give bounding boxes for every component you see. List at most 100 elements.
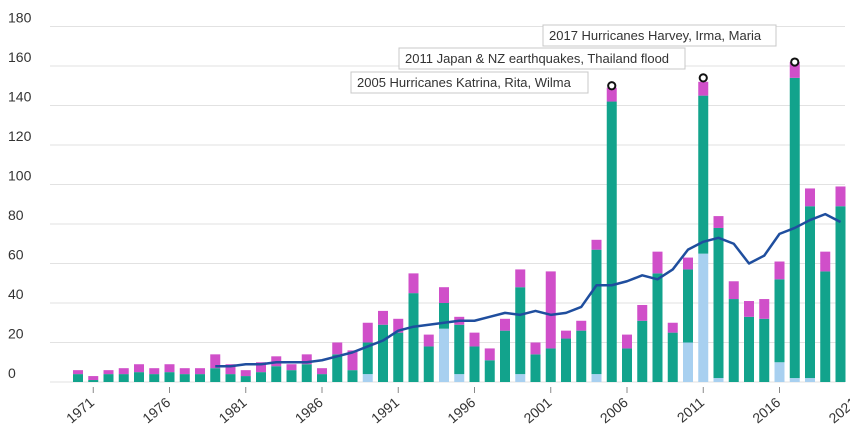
bar-segment-1994-s0	[439, 328, 449, 383]
y-tick-label: 80	[8, 207, 24, 223]
bar-segment-1990-s1	[378, 324, 388, 383]
bar-segment-1973-s2	[118, 368, 129, 375]
bar-segment-1984-s2	[286, 364, 297, 371]
bar-segment-1989-s0	[362, 374, 373, 382]
bar-segment-1975-s1	[149, 374, 160, 382]
bar-segment-1991-s1	[393, 332, 404, 383]
y-tick-label: 20	[8, 326, 24, 342]
bar-segment-2016-s0	[774, 362, 785, 382]
bar-segment-1978-s2	[195, 368, 205, 375]
bar-segment-1996-s2	[469, 332, 480, 347]
bar-segment-1988-s1	[347, 370, 358, 382]
bar-segment-1987-s1	[332, 354, 343, 382]
bar-segment-1995-s0	[454, 374, 465, 382]
y-tick-label: 180	[8, 10, 32, 26]
bar-segment-2010-s2	[683, 257, 693, 270]
bar-segment-1996-s1	[469, 346, 480, 382]
x-tick-label: 1981	[216, 394, 250, 426]
bar-segment-1979-s1	[210, 368, 221, 383]
bar-segment-2019-s1	[820, 271, 831, 382]
bar-segment-1983-s1	[271, 366, 282, 382]
annotation-label: 2011 Japan & NZ earthquakes, Thailand fl…	[405, 51, 669, 66]
bar-segment-1981-s2	[240, 370, 251, 377]
annotation-box	[542, 24, 777, 47]
bar-segment-2017-s0	[789, 378, 800, 382]
bar-segment-2014-s2	[744, 301, 754, 317]
bar-segment-1980-s2	[225, 364, 236, 375]
bar-segment-1978-s1	[195, 374, 205, 382]
bar-segment-1997-s1	[484, 360, 495, 382]
bar-segment-1986-s2	[317, 368, 327, 375]
x-tick-label: 2016	[749, 394, 783, 426]
bar-segment-2001-s2	[545, 271, 556, 349]
bar-segment-1971-s1	[88, 380, 99, 382]
annotation-marker	[790, 57, 800, 67]
bar-segment-1998-s2	[500, 318, 510, 331]
bar-segment-1988-s2	[347, 350, 358, 371]
bar-segment-1970-s2	[73, 370, 83, 375]
bar-segment-1970-s1	[73, 374, 83, 382]
bar-segment-2003-s2	[576, 320, 587, 331]
bar-segment-2012-s2	[713, 216, 724, 228]
bar-segment-1992-s1	[408, 293, 419, 383]
bar-segment-1987-s2	[332, 342, 343, 355]
x-tick-label: 1976	[139, 394, 173, 426]
bar-segment-2013-s1	[728, 299, 739, 382]
bar-segment-2002-s1	[561, 338, 571, 382]
bar-segment-2006-s2	[622, 334, 632, 349]
bar-segment-2017-s2	[789, 62, 800, 78]
annotation-label: 2017 Hurricanes Harvey, Irma, Maria	[549, 28, 762, 43]
bar-segment-1982-s1	[256, 372, 266, 383]
x-tick-label: 1986	[292, 394, 326, 426]
bar-segment-2004-s2	[591, 239, 602, 250]
bar-segment-2015-s2	[759, 299, 770, 319]
annotations: 2017 Hurricanes Harvey, Irma, Maria 2011 …	[350, 24, 800, 94]
y-tick-label: 140	[8, 89, 32, 105]
trend-line-group	[215, 212, 842, 368]
bar-segment-2000-s2	[530, 342, 541, 355]
x-axis: 1971 1976 1981 1986 1991 1996 2001 2006 2011 2016…	[63, 387, 850, 426]
bar-segment-1993-s2	[423, 334, 434, 347]
annotation-label: 2005 Hurricanes Katrina, Rita, Wilma	[357, 75, 572, 90]
bar-segment-2020-s1	[835, 206, 846, 382]
x-tick-label: 2011	[674, 394, 708, 426]
bar-segment-1994-s2	[439, 287, 449, 303]
bar-segment-1979-s2	[210, 354, 221, 369]
bar-segment-2019-s2	[820, 251, 831, 272]
bar-segment-2003-s1	[576, 330, 587, 382]
bar-segment-1975-s2	[149, 368, 160, 375]
x-tick-label: 1996	[444, 394, 478, 426]
annotation-marker	[607, 81, 617, 91]
y-tick-label: 60	[8, 247, 24, 263]
bar-segment-1972-s2	[103, 370, 114, 375]
bars	[73, 62, 846, 383]
bar-segment-2004-s1	[591, 249, 602, 375]
bar-segment-2013-s2	[728, 281, 739, 300]
bar-segment-2006-s1	[622, 348, 632, 383]
x-tick-label: 2006	[597, 394, 631, 426]
x-tick-label: 1991	[368, 394, 402, 426]
annotation-box	[350, 71, 589, 94]
bar-segment-2007-s2	[637, 304, 648, 321]
bar-segment-2004-s0	[591, 374, 602, 382]
bar-segment-1976-s2	[164, 364, 175, 373]
bar-segment-1998-s1	[500, 330, 510, 382]
bar-segment-2010-s1	[683, 269, 693, 343]
bar-segment-1999-s1	[515, 287, 526, 375]
y-tick-label: 100	[8, 168, 32, 184]
bar-segment-1984-s1	[286, 370, 297, 382]
bar-segment-2001-s1	[545, 348, 556, 383]
bar-segment-2016-s2	[774, 261, 785, 280]
bar-segment-2011-s2	[698, 81, 709, 96]
bar-segment-2002-s2	[561, 330, 571, 339]
y-tick-label: 0	[8, 365, 16, 381]
annotation-marker	[698, 73, 708, 83]
bar-segment-1990-s2	[378, 310, 388, 325]
bar-segment-1999-s0	[515, 374, 526, 382]
bar-segment-1992-s2	[408, 273, 419, 294]
x-tick-label: 1971	[63, 394, 97, 426]
bar-segment-2009-s2	[667, 322, 678, 333]
bar-segment-1972-s1	[103, 374, 114, 382]
bar-segment-2020-s2	[835, 186, 846, 207]
